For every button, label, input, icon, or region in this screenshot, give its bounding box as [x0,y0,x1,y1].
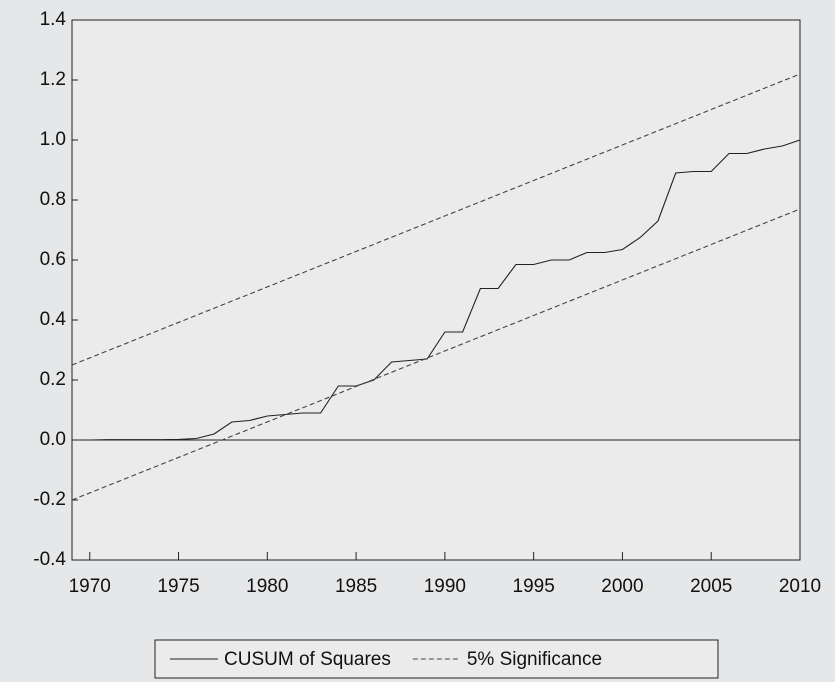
legend-box [154,639,719,679]
x-tick-label: 1985 [335,576,377,597]
legend-label: 5% Significance [467,649,602,670]
y-tick-label: 0.4 [40,309,67,330]
y-tick-label: 1.4 [40,9,67,30]
x-tick-label: 2005 [690,576,732,597]
x-tick-label: 1995 [513,576,555,597]
legend-label: CUSUM of Squares [224,649,391,670]
y-tick-label: -0.2 [33,489,66,510]
series-line [71,73,801,366]
y-tick-label: 1.0 [40,129,66,150]
y-tick-label: 0.0 [40,429,66,450]
y-tick-label: 0.6 [40,249,66,270]
series-line [72,139,801,441]
y-tick-label: 0.8 [40,189,66,210]
x-tick-label: 1975 [157,576,199,597]
plot-frame [71,19,801,561]
y-tick-label: 1.2 [40,69,66,90]
x-tick-label: 1980 [246,576,288,597]
x-tick-label: 1990 [424,576,466,597]
x-tick-label: 2000 [601,576,643,597]
x-tick-label: 1970 [69,576,111,597]
y-tick-label: -0.4 [33,549,66,570]
series-line [71,208,801,501]
y-tick-label: 0.2 [40,369,66,390]
x-tick-label: 2010 [779,576,821,597]
